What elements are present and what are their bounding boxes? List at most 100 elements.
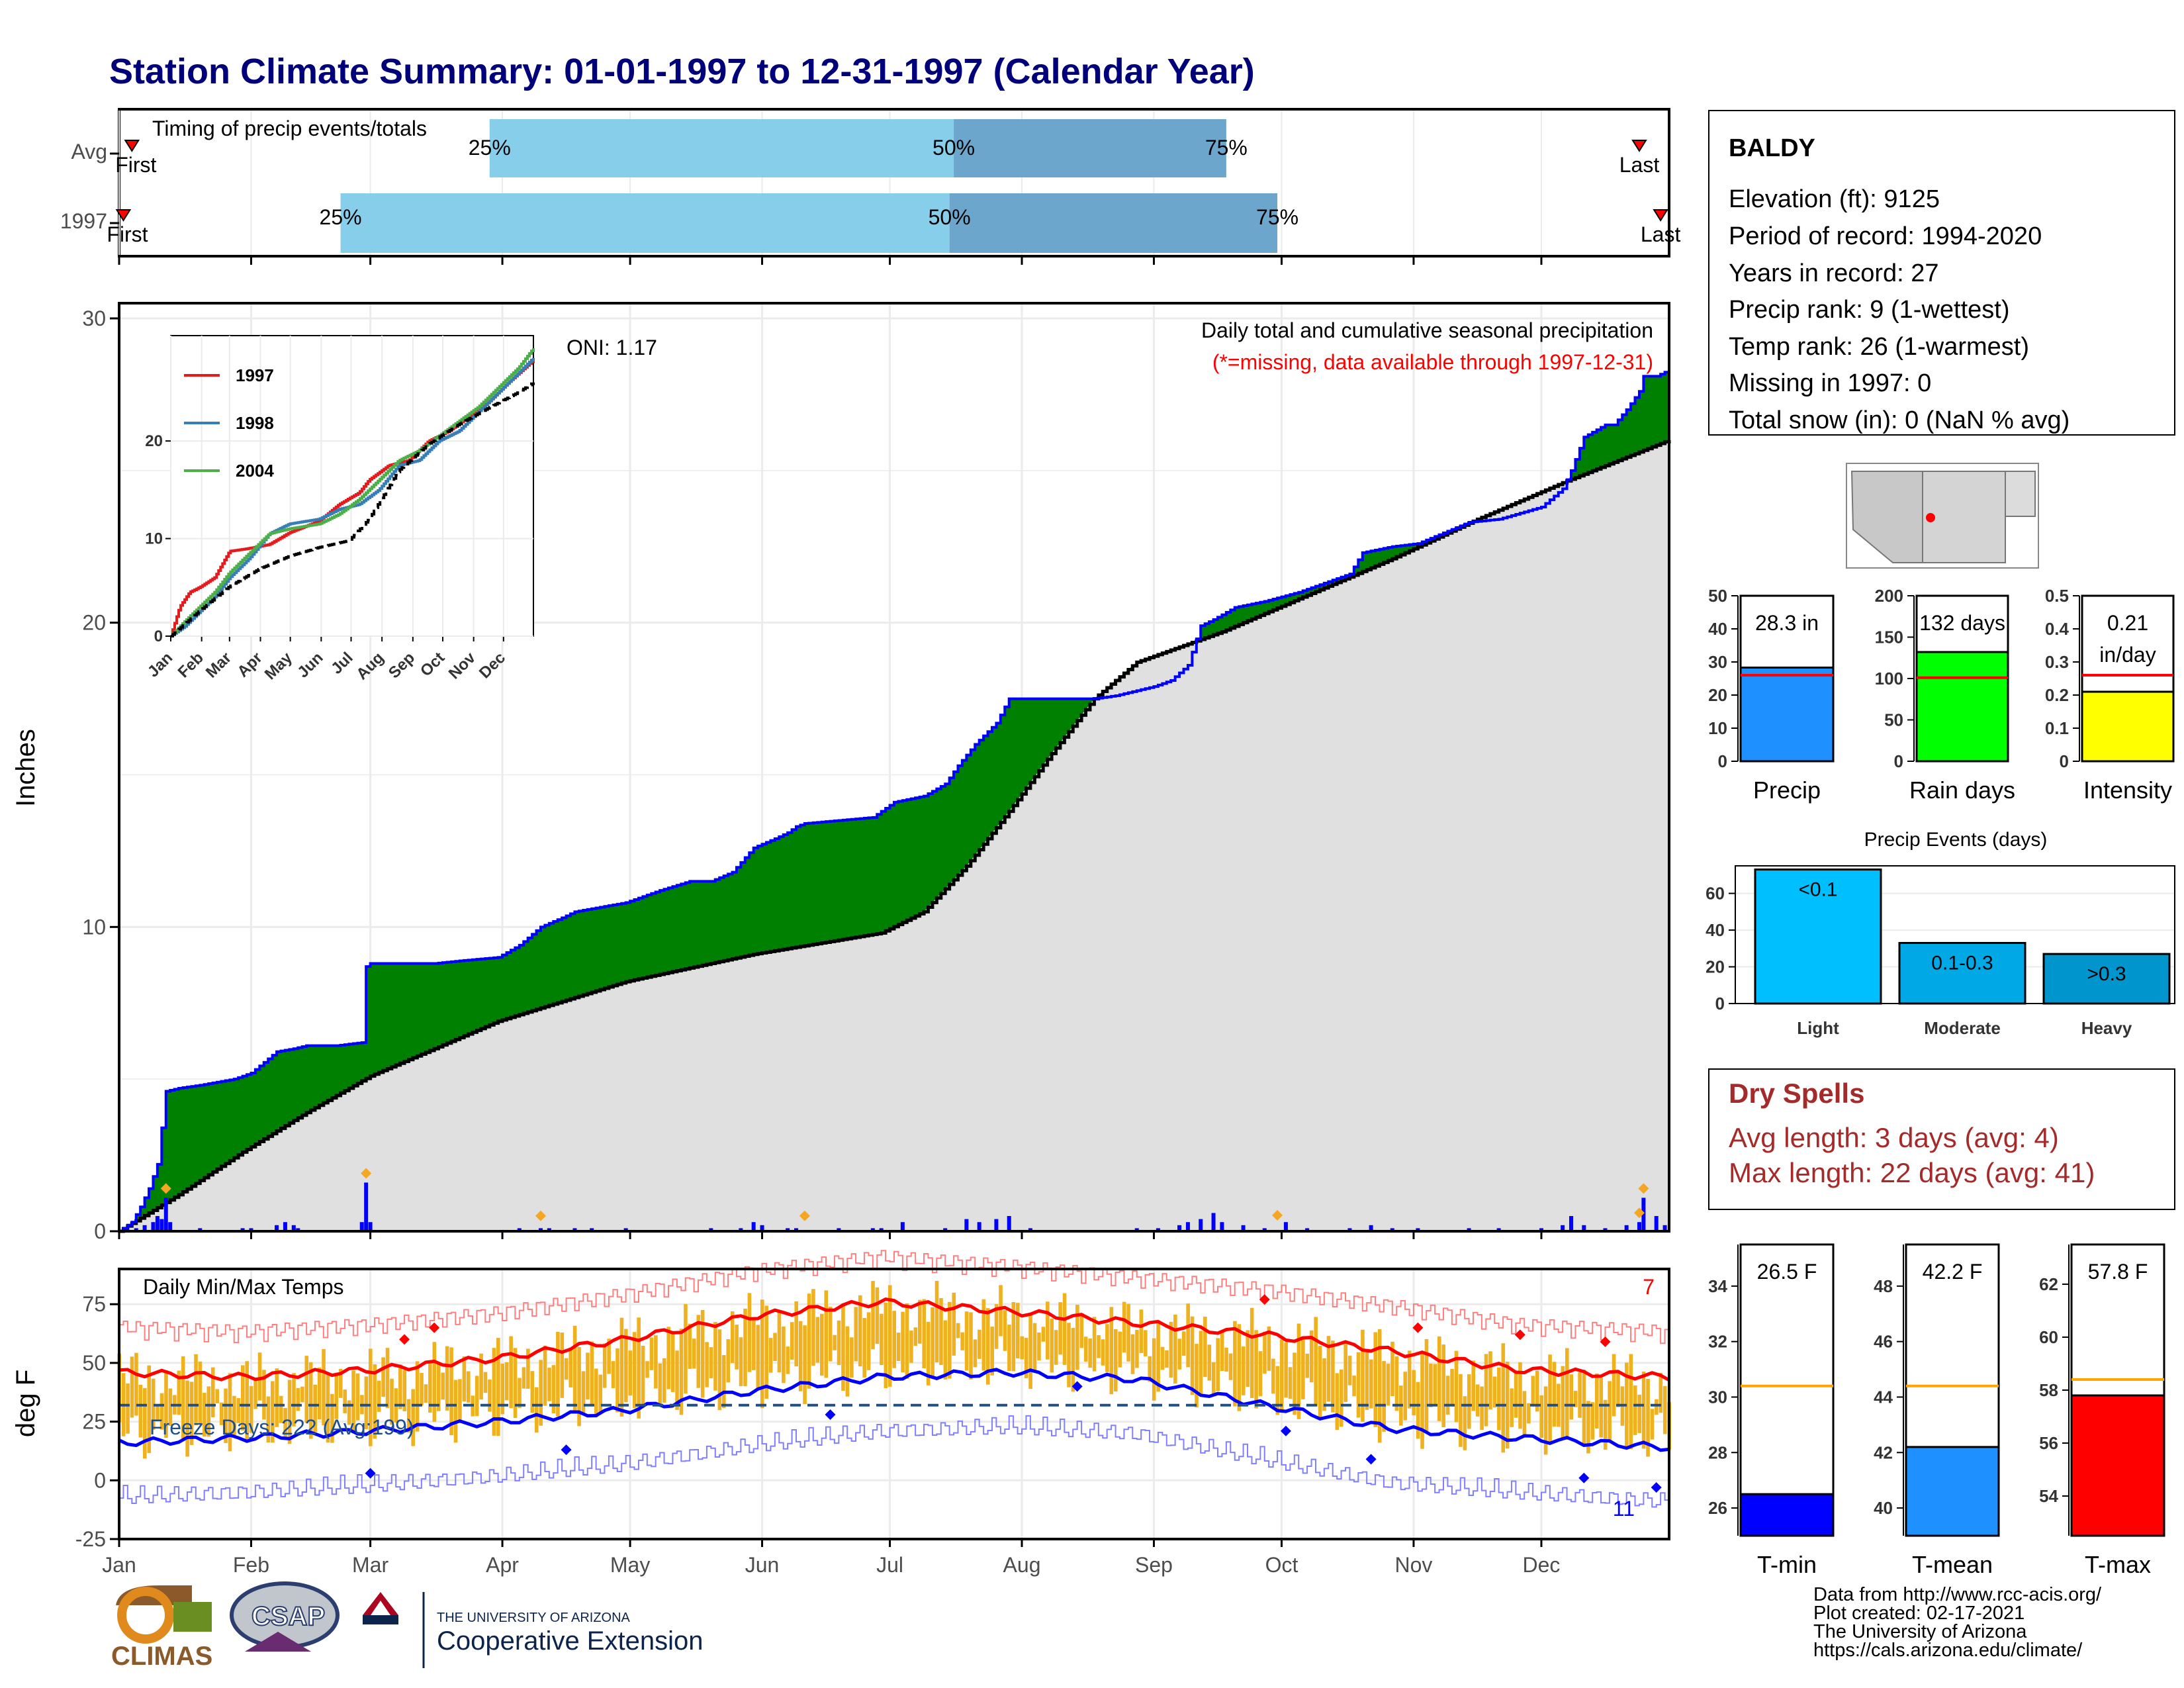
daily-temp-bar [564,1358,569,1380]
precip-events-category-label: Moderate [1924,1018,2001,1038]
daily-temp-bar [428,1362,432,1413]
last-event-label: Last [1641,222,1681,246]
daily-temp-bar [424,1384,428,1403]
daily-temp-bar [777,1310,782,1373]
precip-events-frame [1735,865,2175,1004]
summary-bar-tick-label: 30 [1708,652,1727,672]
daily-temp-bar [164,1370,168,1438]
daily-temp-bar [181,1356,185,1441]
daily-temp-bar [1450,1368,1454,1407]
ua-logo-top: THE UNIVERSITY OF ARIZONA [437,1611,631,1625]
cumulative-1997-line [119,370,1670,1233]
daily-temp-bar [1390,1341,1394,1397]
summary-bar-t-max: 54 56 58 60 62 57.8 F T-max [2039,1243,2165,1578]
daily-temp-bar [1552,1362,1557,1427]
daily-temp-bar [1024,1337,1028,1379]
daily-temp-bar [271,1381,275,1443]
locator-map [1846,463,2039,569]
daily-temp-bar [637,1317,641,1419]
daily-temp-bar [862,1317,866,1378]
daily-precip-bar [943,1228,948,1231]
daily-temp-bar [1433,1364,1437,1405]
daily-temp-bar [283,1407,287,1437]
daily-temp-bar [619,1317,624,1417]
daily-precip-bar [964,1219,969,1231]
daily-precip-bar [291,1225,296,1231]
summary-bar-tick-label: 0.1 [2045,718,2069,738]
daily-temp-bar [1046,1301,1050,1360]
daily-temp-bar [1020,1336,1024,1360]
daily-precip-bar [275,1225,279,1231]
daily-temp-bar [449,1347,453,1436]
daily-temp-bar [215,1389,219,1403]
daily-temp-bar [1347,1356,1352,1385]
daily-precip-bar [1347,1228,1352,1231]
daily-temp-bar [236,1398,241,1423]
daily-temp-bar [240,1365,245,1430]
daily-temp-bar [279,1395,283,1423]
daily-precip-bar [1539,1228,1543,1231]
daily-temp-bar [1608,1381,1612,1441]
daily-temp-bar [177,1370,181,1415]
daily-temp-bar [1105,1324,1109,1372]
daily-temp-bar [292,1373,296,1427]
inset-y-tick-label: 10 [145,530,163,548]
daily-temp-bar [1386,1364,1390,1406]
daily-temp-bar [1416,1382,1420,1439]
tmin-record-marker [1578,1472,1590,1483]
daily-temp-bar [539,1360,543,1426]
summary-bar-tick-label: 28 [1708,1442,1727,1462]
tmax-record-marker [1514,1329,1525,1340]
daily-temp-bar [1501,1343,1506,1453]
temp-x-axis: Jan Feb Mar Apr May Jun Jul Aug Sep Oct Nov Dec [102,1539,1560,1577]
daily-temp-bar [1109,1307,1114,1395]
daily-temp-bar [722,1355,726,1409]
daily-precip-bar [151,1222,156,1231]
timing-rows: 25% 50% 75% First Last Avg 25% 50% 75% First Last 1… [60,119,1681,253]
dry-spells-frame [1708,1068,2175,1210]
daily-temp-bar [1122,1301,1126,1353]
daily-precip-bar [368,1222,373,1231]
daily-temp-bar [1169,1321,1173,1378]
daily-temp-bar [841,1303,845,1391]
summary-bar-tick-label: 20 [1708,685,1727,705]
daily-temp-bar [1233,1321,1237,1407]
page-title: Station Climate Summary: 01-01-1997 to 1… [109,52,1255,91]
daily-precip-bar [364,1182,369,1231]
daily-temp-bar [884,1302,888,1389]
daily-temp-bar [1279,1339,1284,1412]
summary-bar-value-label: 28.3 in [1755,611,1819,635]
daily-temp-bar [824,1290,829,1378]
daily-temp-bar [496,1338,500,1436]
daily-temp-bar [1463,1396,1467,1450]
daily-temp-bar [1326,1336,1331,1402]
summary-bar-value-label: 42.2 F [1923,1260,1983,1284]
daily-temp-bar [228,1373,232,1452]
summary-bar-tick-label: 58 [2039,1380,2058,1400]
daily-temp-bar [1361,1329,1365,1422]
daily-temp-bar [1497,1367,1501,1430]
daily-precip-bar [517,1228,522,1231]
station-elevation: Elevation (ft): 9125 [1729,185,1940,213]
daily-temp-bar [1492,1376,1497,1408]
daily-temp-bar [717,1329,722,1411]
daily-temp-bar [1377,1329,1382,1443]
daily-temp-bar [504,1362,509,1401]
daily-temp-bar [185,1380,189,1457]
daily-temp-bar [1152,1338,1156,1401]
timing-label-75: 75% [1256,205,1298,229]
daily-temp-bar [330,1393,334,1443]
daily-temp-bar [994,1304,999,1349]
daily-precip-bar [1369,1225,1373,1231]
daily-temp-bar [1062,1293,1067,1365]
daily-temp-bar [1514,1373,1518,1418]
inset-legend-label: 1998 [236,413,274,433]
daily-temp-bar [1471,1360,1476,1411]
daily-temp-bar [662,1358,666,1403]
timing-bar-50-75 [949,193,1278,253]
footer-logos: CLIMAS CSAP THE UNIVERSITY OF ARIZONA Co… [111,1581,703,1671]
daily-temp-bar [1510,1388,1514,1427]
daily-temp-bar [658,1363,662,1407]
daily-temp-bar [1522,1391,1527,1437]
daily-temp-bar [871,1281,875,1350]
